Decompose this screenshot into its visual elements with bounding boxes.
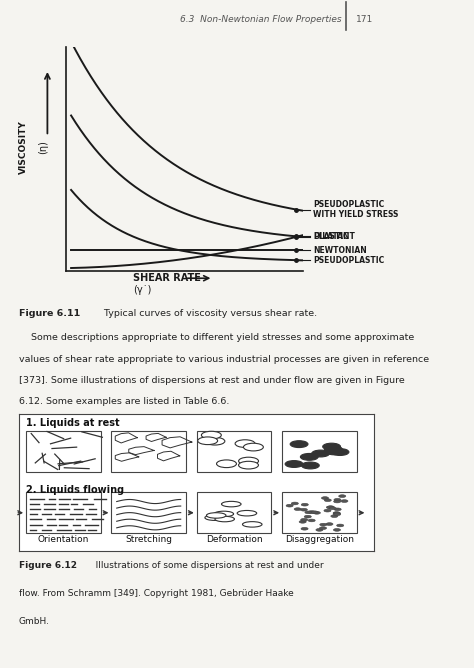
Bar [26,492,101,533]
Circle shape [301,454,318,460]
Circle shape [324,499,331,502]
Bar [111,492,186,533]
Circle shape [286,504,293,507]
Circle shape [294,508,301,510]
Text: [373]. Some illustrations of dispersions at rest and under flow are given in Fig: [373]. Some illustrations of dispersions… [19,376,405,385]
Circle shape [331,449,349,456]
Text: 2. Liquids flowing: 2. Liquids flowing [26,486,124,496]
Ellipse shape [243,522,262,527]
Text: Typical curves of viscosity versus shear rate.: Typical curves of viscosity versus shear… [95,309,318,318]
Bar [26,431,101,472]
Circle shape [334,508,341,511]
Ellipse shape [206,513,226,518]
Circle shape [341,500,348,502]
Circle shape [301,518,308,521]
Circle shape [339,495,346,498]
Circle shape [244,444,264,451]
Ellipse shape [205,515,225,520]
Text: SHEAR RATE: SHEAR RATE [133,273,201,283]
Text: 6.12. Some examples are listed in Table 6.6.: 6.12. Some examples are listed in Table … [19,397,229,406]
Circle shape [304,515,311,518]
Circle shape [329,507,336,510]
Circle shape [301,527,308,530]
Bar [197,431,272,472]
Text: (η): (η) [37,140,48,154]
Circle shape [292,502,299,505]
Circle shape [325,448,343,455]
Text: PSEUDOPLASTIC
WITH YIELD STRESS: PSEUDOPLASTIC WITH YIELD STRESS [313,200,398,219]
Text: (γ˙): (γ˙) [133,285,151,295]
Circle shape [238,457,258,465]
Circle shape [321,497,328,500]
Circle shape [299,520,306,523]
Circle shape [333,512,340,515]
Text: values of shear rate appropriate to various industrial processes are given in re: values of shear rate appropriate to vari… [19,355,429,363]
Text: VISCOSITY: VISCOSITY [19,121,28,174]
Circle shape [301,462,319,469]
Circle shape [319,527,327,530]
Text: Figure 6.11: Figure 6.11 [19,309,80,318]
Text: 6.3  Non-Newtonian Flow Properties: 6.3 Non-Newtonian Flow Properties [180,15,341,24]
Circle shape [324,446,342,452]
Circle shape [320,523,327,526]
Circle shape [312,450,329,457]
Ellipse shape [221,502,241,507]
Circle shape [311,511,318,514]
Text: 1. Liquids at rest: 1. Liquids at rest [26,418,120,428]
Ellipse shape [215,516,235,522]
Circle shape [333,528,340,531]
Circle shape [301,503,309,506]
Text: DILATANT: DILATANT [313,232,355,241]
Circle shape [308,519,315,522]
Circle shape [313,512,320,514]
Text: Some descriptions appropriate to different yield stresses and some approximate: Some descriptions appropriate to differe… [19,333,414,343]
Text: NEWTONIAN: NEWTONIAN [313,246,366,255]
Circle shape [334,513,341,516]
Circle shape [333,512,340,514]
Circle shape [205,438,225,445]
Text: PLASTIC: PLASTIC [313,232,348,241]
Circle shape [308,511,315,514]
Text: Figure 6.12: Figure 6.12 [19,561,77,570]
Bar [111,431,186,472]
Circle shape [238,462,258,469]
Circle shape [316,528,323,531]
Circle shape [324,509,331,512]
Circle shape [217,460,237,468]
Circle shape [326,522,333,526]
Circle shape [334,500,341,503]
Circle shape [334,498,341,501]
Text: PSEUDOPLASTIC: PSEUDOPLASTIC [313,256,384,265]
Bar [197,492,272,533]
Text: Orientation: Orientation [38,535,89,544]
Circle shape [301,508,308,511]
Circle shape [326,506,333,509]
Ellipse shape [214,511,234,516]
Circle shape [327,506,334,508]
Circle shape [235,440,255,448]
Circle shape [305,511,312,514]
Text: Stretching: Stretching [125,535,172,544]
Text: flow. From Schramm [349]. Copyright 1981, Gebrüder Haake: flow. From Schramm [349]. Copyright 1981… [19,589,294,598]
Circle shape [337,524,344,527]
Circle shape [331,515,338,518]
Circle shape [198,437,218,445]
Bar [282,492,357,533]
Bar [282,431,357,472]
Ellipse shape [237,510,257,516]
Circle shape [290,441,308,448]
Circle shape [323,443,340,450]
Circle shape [201,432,221,439]
Circle shape [285,461,303,468]
Text: Illustrations of some dispersions at rest and under: Illustrations of some dispersions at res… [87,561,323,570]
Text: GmbH.: GmbH. [19,617,50,626]
Text: 171: 171 [356,15,373,24]
Text: Disaggregation: Disaggregation [285,535,354,544]
Text: Deformation: Deformation [206,535,262,544]
